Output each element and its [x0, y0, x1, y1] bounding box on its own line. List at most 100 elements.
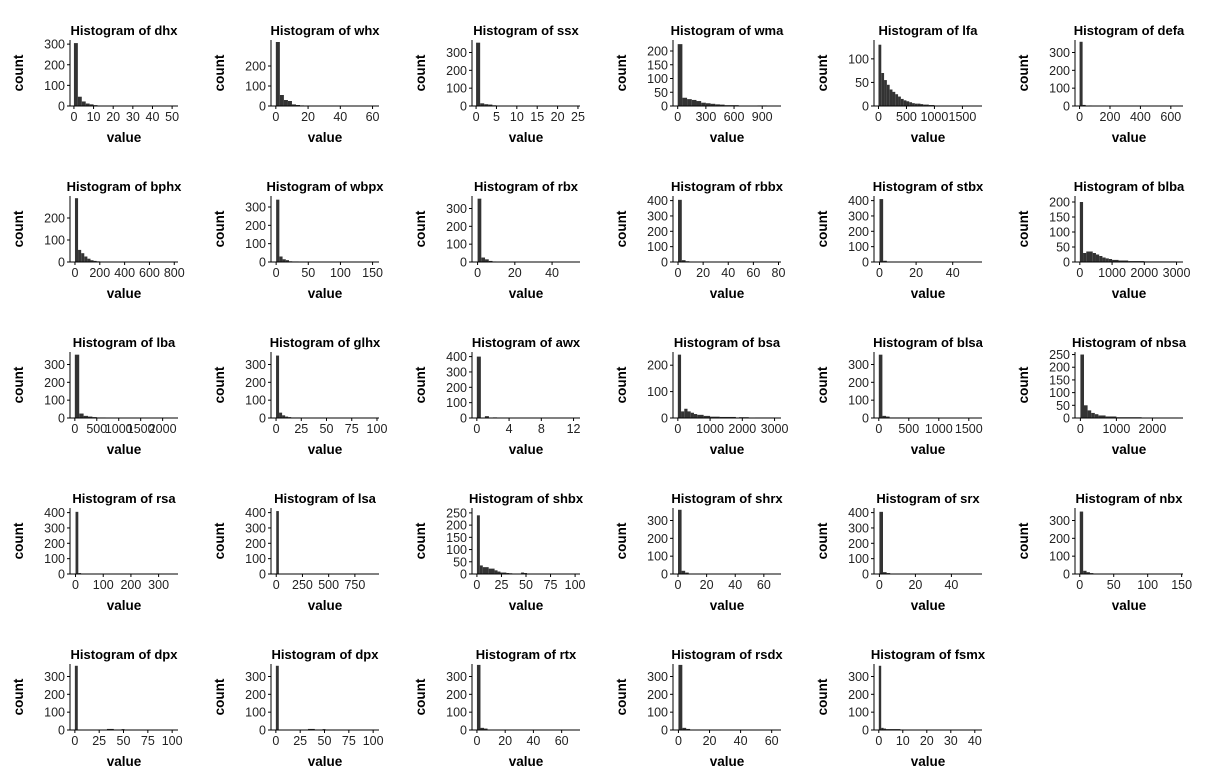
histogram-bar	[484, 416, 489, 418]
y-tick-label: 0	[460, 568, 467, 582]
x-tick-label: 10	[510, 110, 524, 124]
histogram-bar	[1099, 256, 1103, 262]
x-tick-label: 30	[944, 734, 958, 748]
histogram-panel: Histogram of rsdx 0 20 40 60 0 100 200 300 value c…	[614, 647, 783, 769]
x-tick-label: 400	[114, 266, 135, 280]
x-tick-label: 50	[320, 422, 334, 436]
y-tick-label: 200	[44, 688, 65, 702]
histogram-bar	[89, 104, 94, 106]
chart-title: Histogram of rbx	[474, 179, 579, 194]
y-axis-label: count	[815, 522, 830, 559]
y-tick-label: 0	[259, 256, 266, 270]
y-axis-label: count	[11, 366, 26, 403]
x-tick-label: 3000	[1163, 266, 1191, 280]
x-tick-label: 12	[567, 422, 581, 436]
x-tick-label: 0	[1076, 110, 1083, 124]
y-tick-label: 200	[1049, 196, 1070, 210]
y-tick-label: 100	[44, 234, 65, 248]
y-tick-label: 250	[1049, 348, 1070, 362]
x-tick-label: 0	[675, 734, 682, 748]
histogram-bar	[687, 411, 691, 418]
histogram-panel: Histogram of dhx 0 10 20 30 40 50 0 100 200 300 val…	[11, 23, 179, 145]
y-tick-label: 150	[1049, 211, 1070, 225]
y-tick-label: 0	[58, 724, 65, 738]
y-tick-label: 100	[44, 79, 65, 93]
y-tick-label: 300	[245, 201, 266, 215]
y-tick-label: 200	[245, 60, 266, 74]
histogram-panel: Histogram of nbx 0 50 100 150 0 100 200 300 value…	[1016, 491, 1192, 613]
y-tick-label: 300	[44, 358, 65, 372]
y-axis-label: count	[1016, 522, 1031, 559]
x-axis-label: value	[911, 754, 946, 769]
y-axis-label: count	[413, 210, 428, 247]
histogram-bar	[926, 104, 929, 106]
x-tick-label: 150	[362, 266, 383, 280]
histogram-bar	[1082, 104, 1086, 106]
histogram-panel: Histogram of lfa 0 500 1000 1500 0 50 100 value c…	[815, 23, 982, 145]
x-tick-label: 0	[1076, 266, 1083, 280]
histogram-bar	[479, 565, 483, 574]
x-tick-label: 20	[920, 734, 934, 748]
y-tick-label: 300	[446, 670, 467, 684]
x-tick-label: 1000	[105, 422, 133, 436]
histogram-bar	[285, 260, 289, 262]
x-tick-label: 40	[333, 110, 347, 124]
y-tick-label: 0	[862, 100, 869, 114]
histogram-bar	[681, 260, 686, 262]
x-tick-label: 500	[318, 578, 339, 592]
y-axis-label: count	[614, 54, 629, 91]
y-tick-label: 100	[647, 550, 668, 564]
histogram-bar	[920, 104, 924, 106]
x-tick-label: 100	[367, 422, 388, 436]
x-axis-label: value	[308, 130, 343, 145]
y-tick-label: 200	[44, 537, 65, 551]
y-tick-label: 0	[1063, 568, 1070, 582]
chart-title: Histogram of wma	[671, 23, 784, 38]
y-tick-label: 300	[44, 38, 65, 52]
x-tick-label: 40	[721, 266, 735, 280]
x-tick-label: 600	[1160, 110, 1181, 124]
x-axis-label: value	[107, 442, 142, 457]
y-tick-label: 200	[44, 58, 65, 72]
x-tick-label: 0	[473, 578, 480, 592]
histogram-bar	[476, 356, 481, 418]
x-tick-label: 0	[70, 110, 77, 124]
histogram-bar	[279, 412, 283, 418]
x-axis-label: value	[710, 754, 745, 769]
x-tick-label: 50	[519, 578, 533, 592]
x-tick-label: 100	[1137, 578, 1158, 592]
histogram-bar	[481, 257, 486, 262]
x-tick-label: 200	[1100, 110, 1121, 124]
histogram-bar	[282, 259, 286, 262]
chart-title: Histogram of nbsa	[1072, 335, 1187, 350]
y-tick-label: 200	[1049, 64, 1070, 78]
histogram-bar	[484, 104, 489, 106]
histogram-bar	[903, 100, 907, 106]
histogram-panel: Histogram of shrx 0 20 40 60 0 100 200 300 value c…	[614, 491, 783, 613]
histogram-bar	[701, 102, 706, 106]
histogram-bar	[521, 572, 525, 574]
x-tick-label: 0	[272, 110, 279, 124]
y-tick-label: 0	[259, 100, 266, 114]
x-tick-label: 300	[148, 578, 169, 592]
x-tick-label: 25	[495, 578, 509, 592]
histogram-bar	[275, 665, 279, 730]
histogram-bar	[710, 416, 720, 418]
histogram-bar	[690, 412, 694, 418]
y-tick-label: 100	[848, 552, 869, 566]
x-tick-label: 0	[473, 734, 480, 748]
x-tick-label: 20	[106, 110, 120, 124]
histogram-bar	[678, 664, 683, 730]
x-tick-label: 600	[724, 110, 745, 124]
histogram-bar	[88, 416, 93, 418]
x-tick-label: 1500	[955, 422, 983, 436]
histogram-bar	[485, 259, 489, 262]
y-tick-label: 400	[848, 194, 869, 208]
x-tick-label: 200	[89, 266, 110, 280]
histogram-bar	[78, 249, 82, 262]
y-axis-label: count	[614, 522, 629, 559]
chart-title: Histogram of bphx	[67, 179, 183, 194]
